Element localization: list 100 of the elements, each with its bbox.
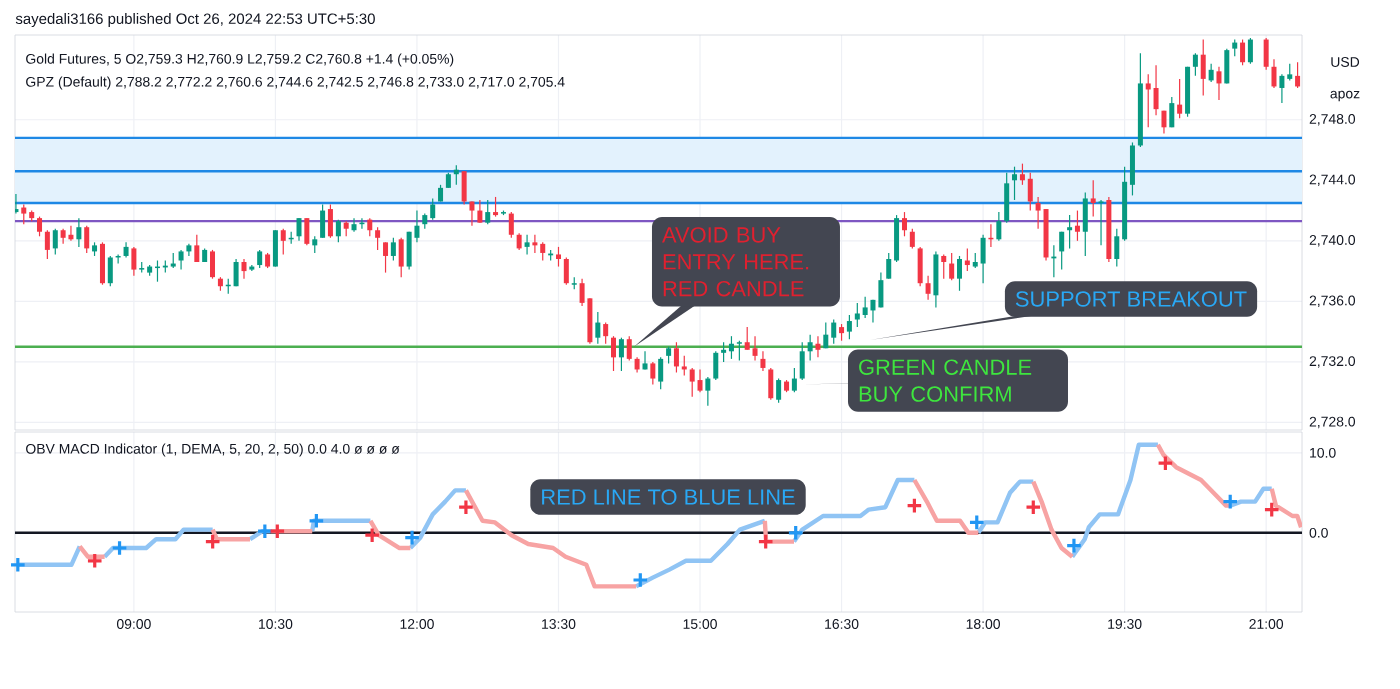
candlestick: [1090, 179, 1096, 218]
x-tick-label: 12:00: [400, 619, 434, 629]
point: [968, 514, 986, 531]
candlestick: [1074, 209, 1080, 242]
point: [111, 539, 128, 557]
candlestick: [846, 314, 852, 340]
candlestick: [776, 377, 782, 404]
candlestick: [721, 341, 727, 363]
candlestick: [736, 340, 742, 361]
point: [1024, 498, 1042, 516]
candlestick: [1027, 172, 1033, 212]
candlestick: [1035, 196, 1041, 230]
point: [1156, 454, 1174, 472]
candlestick: [579, 278, 585, 307]
annotation: SUPPORT BREAKOUT: [1015, 291, 1247, 307]
x-tick-label: 18:00: [966, 619, 1000, 629]
candlestick: [618, 337, 624, 372]
candlestick: [178, 249, 184, 271]
annotation: GREEN CANDLE BUY CONFIRM: [859, 359, 1032, 402]
candlestick: [76, 217, 82, 248]
candlestick: [84, 225, 90, 254]
text: USD: [1331, 57, 1360, 67]
y-tick-label: 2,732.0: [1309, 356, 1356, 368]
candlestick: [1247, 37, 1253, 65]
candlestick: [21, 203, 27, 225]
candlestick: [886, 252, 892, 280]
candlestick: [728, 335, 734, 360]
candlestick: [1295, 61, 1301, 89]
y-tick-label: 2,728.0: [1309, 416, 1356, 429]
candlestick: [390, 237, 396, 262]
candlestick: [15, 193, 19, 215]
candlestick: [296, 217, 302, 242]
candlestick: [901, 211, 907, 237]
candlestick: [430, 197, 436, 221]
candlestick: [909, 228, 915, 249]
candlestick: [1059, 231, 1065, 271]
point: [906, 497, 923, 515]
point: [1065, 537, 1083, 555]
candlestick: [673, 341, 679, 374]
candlestick: [194, 234, 200, 263]
point: [457, 498, 475, 516]
candlestick: [957, 255, 963, 292]
candlestick: [52, 228, 58, 256]
x-tick-label: 10:30: [259, 619, 293, 629]
candlestick: [603, 321, 609, 345]
x-tick-label: 15:00: [683, 619, 717, 629]
text: apoz: [1330, 90, 1360, 102]
y-tick-label: 0.0: [1309, 527, 1328, 538]
candlestick: [996, 211, 1002, 242]
candlestick: [1098, 199, 1104, 246]
candlestick: [493, 196, 499, 218]
x-tick-label: 21:00: [1249, 619, 1284, 629]
point: [307, 512, 325, 530]
candlestick: [807, 334, 813, 361]
point: [757, 533, 775, 551]
y-tick-label: 10.0: [1310, 447, 1336, 458]
candlestick: [626, 335, 632, 361]
candlestick: [257, 249, 263, 269]
candlestick: [760, 350, 766, 372]
candlestick: [681, 355, 687, 377]
point: [268, 522, 286, 540]
annotation: RED LINE TO BLUE LINE: [542, 489, 795, 505]
point: [1221, 493, 1239, 511]
candlestick: [854, 302, 860, 328]
candlestick: [823, 321, 829, 349]
point: [256, 522, 274, 540]
candlestick: [791, 367, 797, 393]
candlestick: [1019, 163, 1025, 186]
point: [204, 533, 222, 551]
candlestick: [485, 199, 491, 225]
point: [787, 524, 805, 542]
candlestick: [375, 226, 381, 251]
candlestick: [862, 296, 868, 319]
candlestick: [524, 234, 530, 256]
candlestick: [752, 335, 758, 361]
point: [631, 571, 649, 589]
point: [1263, 501, 1281, 519]
y-tick-label: 2,740.0: [1309, 235, 1356, 247]
x-tick-label: 09:00: [116, 619, 151, 629]
candlestick: [831, 318, 837, 345]
candlestick: [469, 200, 475, 227]
candlestick: [925, 275, 931, 301]
candlestick: [1114, 228, 1120, 268]
x-tick-label: 19:30: [1108, 619, 1142, 629]
candlestick: [1192, 52, 1198, 77]
candlestick: [650, 361, 656, 386]
candlestick: [697, 368, 703, 393]
candlestick: [1216, 66, 1222, 101]
annotation: Gold Futures, 5 O2,759.3 H2,760.9 L2,759.2 C2,760.8 +1.4 (+0.05%): [26, 53, 454, 67]
candlestick: [1067, 214, 1073, 249]
candlestick: [508, 211, 514, 239]
point: [9, 556, 27, 574]
candlestick: [815, 335, 821, 358]
candlestick: [949, 252, 955, 281]
candlestick: [280, 228, 286, 256]
candlestick: [1240, 38, 1246, 66]
candlestick: [555, 246, 561, 268]
candlestick: [241, 258, 247, 280]
candlestick: [44, 229, 50, 260]
candlestick: [705, 376, 711, 407]
